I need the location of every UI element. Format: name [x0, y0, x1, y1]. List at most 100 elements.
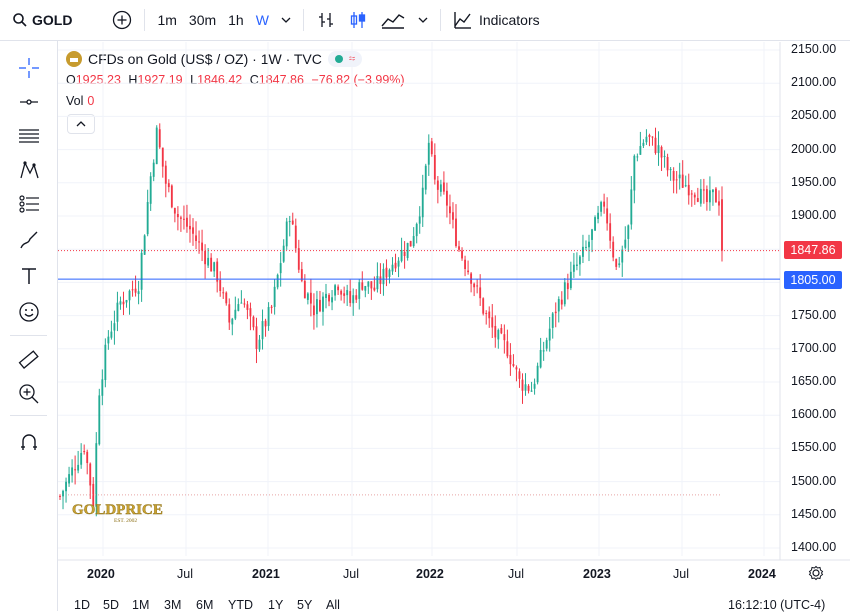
zoom-in-icon[interactable]	[16, 381, 42, 407]
candle-body	[74, 469, 77, 471]
candle-body	[228, 304, 231, 323]
candle-body	[198, 241, 200, 243]
candle-body	[328, 294, 330, 302]
candle-body	[687, 184, 690, 196]
candle-body	[264, 320, 267, 327]
interval-1h[interactable]: 1h	[228, 12, 244, 28]
brush-icon[interactable]	[16, 227, 42, 253]
range-5d[interactable]: 5D	[103, 598, 119, 612]
candle-body	[331, 297, 333, 303]
ruler-icon[interactable]	[16, 347, 42, 373]
pattern-icon[interactable]	[16, 157, 42, 183]
time-tick-label: 2021	[252, 567, 280, 581]
candle-body	[240, 302, 243, 304]
fib-retracement-icon[interactable]	[16, 123, 42, 149]
candle-body	[65, 481, 67, 492]
candle-body	[173, 208, 176, 214]
chart-type-dropdown[interactable]	[412, 0, 434, 40]
candle-body	[672, 170, 675, 181]
last-price-tag: 1847.86	[784, 241, 842, 259]
interval-w[interactable]: W	[255, 12, 269, 28]
candle-body	[708, 190, 711, 203]
trend-line-icon[interactable]	[16, 89, 42, 115]
high-label: H	[128, 73, 138, 87]
candle-body	[385, 267, 388, 278]
candle-body	[678, 174, 681, 179]
forecast-icon[interactable]	[16, 191, 42, 217]
horizontal-lines	[58, 250, 780, 496]
candle-body	[306, 293, 309, 300]
candle-body	[718, 201, 720, 206]
range-6m[interactable]: 6M	[196, 598, 214, 612]
legend-title-row: CFDs on Gold (US$ / OZ) · 1W · TVC ≈	[66, 50, 409, 68]
candle-body	[113, 323, 116, 331]
low-label: L	[190, 73, 198, 87]
candle-body	[464, 259, 466, 270]
candle-body	[684, 185, 687, 187]
axis-settings-button[interactable]	[808, 565, 824, 586]
range-1m[interactable]: 1M	[132, 598, 150, 612]
range-1y[interactable]: 1Y	[268, 598, 284, 612]
candle-body	[621, 249, 624, 263]
volume-row: Vol 0	[66, 92, 409, 110]
candle-body	[482, 298, 485, 314]
magnet-icon[interactable]	[16, 429, 42, 455]
range-all[interactable]: All	[326, 598, 340, 612]
range-1d[interactable]: 1D	[74, 598, 90, 612]
smiley-icon[interactable]	[16, 299, 42, 325]
candle-body	[600, 202, 603, 212]
candle-body	[545, 340, 548, 349]
candle-body	[104, 344, 107, 381]
candle-body	[470, 273, 473, 284]
collapse-legend-button[interactable]	[67, 114, 95, 134]
candle-body	[59, 495, 61, 497]
candle-body	[107, 336, 110, 344]
candle-body	[128, 290, 131, 301]
divider	[302, 9, 304, 31]
candle-body	[319, 299, 321, 312]
approx-icon: ≈	[348, 53, 355, 65]
candle-body	[627, 225, 630, 239]
candle-body	[660, 146, 663, 158]
candle-body	[651, 136, 654, 138]
candle-body	[430, 141, 433, 155]
candle-body	[322, 296, 324, 312]
close-label: C	[249, 73, 259, 87]
divider	[10, 415, 47, 416]
price-tick-label: 2050.00	[791, 108, 837, 123]
symbol-search[interactable]: GOLD	[0, 0, 78, 40]
range-5y[interactable]: 5Y	[297, 598, 313, 612]
candle-body	[267, 307, 270, 326]
interval-1m[interactable]: 1m	[157, 12, 177, 28]
candles-style-button[interactable]	[342, 0, 374, 40]
candle-body	[497, 329, 500, 340]
market-status-pill[interactable]: ≈	[327, 51, 362, 67]
price-tick-label: 1600.00	[791, 407, 837, 422]
candle-body	[521, 379, 524, 391]
candle-body	[506, 341, 509, 357]
range-ytd[interactable]: YTD	[228, 598, 253, 612]
candle-body	[101, 379, 104, 396]
text-tool-icon[interactable]	[16, 263, 42, 289]
compare-button[interactable]	[106, 0, 138, 40]
indicators-icon	[454, 12, 471, 29]
candle-body	[370, 281, 373, 289]
top-toolbar: GOLD 1m 30m 1h W Indicators	[0, 0, 850, 41]
interval-dropdown[interactable]	[275, 0, 297, 40]
candle-body	[473, 283, 476, 288]
clock: 16:12:10 (UTC-4)	[728, 598, 826, 612]
candle-body	[409, 241, 412, 247]
interval-30m[interactable]: 30m	[188, 12, 217, 28]
candle-body	[509, 354, 512, 365]
candle-body	[442, 182, 445, 192]
price-tick-label: 1950.00	[791, 174, 837, 189]
indicators-button[interactable]: Indicators	[447, 0, 546, 40]
crosshair-icon[interactable]	[16, 55, 42, 81]
candle-body	[427, 142, 430, 165]
bar-style-button[interactable]	[310, 0, 342, 40]
range-3m[interactable]: 3M	[164, 598, 182, 612]
candle-body	[340, 290, 343, 295]
area-style-button[interactable]	[374, 0, 412, 40]
candle-body	[294, 225, 297, 249]
goldprice-logo: GOLDPRICE EST. 2002	[70, 500, 200, 529]
